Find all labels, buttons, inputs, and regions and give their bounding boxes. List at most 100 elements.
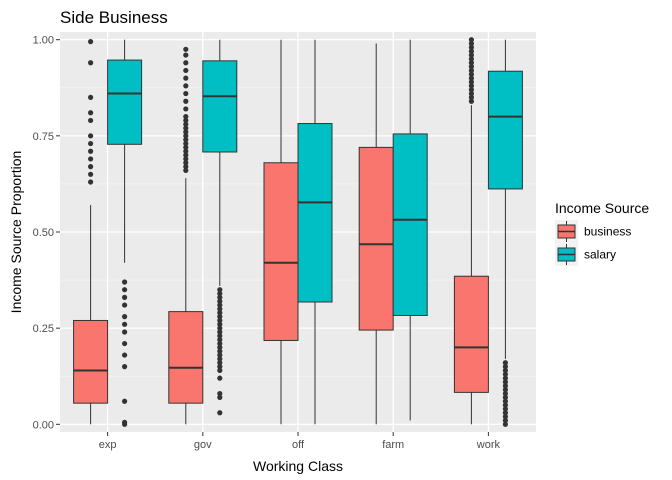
box-series [73, 37, 523, 427]
outlier-point [217, 321, 223, 327]
box-salary-gov [202, 39, 238, 416]
outlier-point [217, 294, 223, 300]
outlier-point [502, 367, 508, 374]
outlier-point [88, 179, 94, 185]
y-tick-label: 0.75 [33, 131, 54, 143]
outlier-point [468, 64, 474, 70]
y-tick-label: 0.50 [33, 227, 54, 239]
x-tick-label: exp [99, 439, 117, 451]
outlier-point [502, 402, 508, 408]
outlier-point [217, 317, 223, 324]
outlier-point [502, 421, 508, 427]
y-axis-title: Income Source Proportion [8, 151, 24, 314]
legend: Income Source business salary [555, 200, 649, 266]
outlier-point [183, 46, 189, 52]
outlier-point [122, 294, 128, 300]
outlier-point [88, 140, 94, 147]
outlier-point [217, 325, 223, 331]
outlier-point [217, 314, 223, 320]
x-tick-label: gov [194, 439, 212, 451]
outlier-point [122, 314, 128, 320]
box-body [73, 319, 109, 404]
outlier-point [183, 140, 189, 147]
outlier-point [88, 156, 94, 162]
outlier-point [468, 60, 474, 66]
box-body [297, 123, 333, 303]
box-salary-exp [107, 39, 143, 427]
y-axis: 0.00 0.25 0.50 0.75 1.00 [33, 35, 60, 431]
outlier-point [183, 152, 189, 158]
outlier-point [217, 360, 223, 366]
legend-item-salary: salary [555, 243, 616, 266]
y-tick-label: 1.00 [33, 35, 54, 47]
box-body [263, 162, 299, 341]
outlier-point [183, 160, 189, 166]
outlier-point [217, 287, 223, 293]
outlier-point [183, 98, 189, 104]
legend-item-business: business [555, 220, 631, 243]
outlier-point [468, 37, 474, 43]
box-business-off [263, 39, 299, 425]
outlier-point [468, 79, 474, 85]
outlier-point [217, 329, 223, 335]
outlier-point [88, 117, 94, 124]
box-business-exp [73, 39, 109, 425]
outlier-point [217, 298, 223, 304]
legend-label: business [584, 225, 631, 239]
outlier-point [88, 148, 94, 154]
outlier-point [122, 340, 128, 347]
box-body [202, 60, 238, 153]
outlier-point [502, 383, 508, 389]
outlier-point [88, 39, 94, 45]
outlier-point [183, 164, 189, 170]
outlier-point [502, 417, 508, 424]
outlier-point [217, 302, 223, 308]
outlier-point [122, 321, 128, 327]
outlier-point [183, 83, 189, 89]
outlier-point [502, 390, 508, 397]
x-tick-label: work [476, 439, 501, 451]
x-tick-label: farm [382, 439, 404, 451]
outlier-point [183, 114, 189, 120]
outlier-point [183, 144, 189, 150]
outlier-point [183, 67, 189, 74]
outlier-point [502, 398, 508, 404]
outlier-point [217, 367, 223, 374]
outlier-point [217, 352, 223, 358]
outlier-point [122, 352, 128, 358]
outlier-point [217, 410, 223, 416]
chart-title: Side Business [60, 8, 168, 27]
outlier-point [217, 390, 223, 397]
outlier-point [468, 83, 474, 89]
outlier-point [502, 394, 508, 400]
outlier-point [183, 117, 189, 124]
outlier-point [502, 387, 508, 393]
x-tick-label: off [292, 439, 305, 451]
outlier-point [183, 129, 189, 135]
outlier-point [217, 310, 223, 316]
outlier-point [502, 379, 508, 385]
outlier-point [468, 56, 474, 62]
outlier-point [122, 398, 128, 404]
outlier-point [183, 125, 189, 131]
outlier-point [88, 110, 94, 116]
outlier-point [183, 106, 189, 112]
outlier-point [502, 410, 508, 416]
outlier-point [217, 375, 223, 381]
outlier-point [217, 344, 223, 350]
outlier-point [88, 94, 94, 100]
x-axis: exp gov off farm work [99, 432, 501, 451]
box-body [453, 275, 489, 393]
outlier-point [183, 137, 189, 143]
box-business-work [453, 37, 489, 425]
outlier-point [183, 121, 189, 127]
outlier-point [183, 148, 189, 154]
outlier-point [183, 52, 189, 58]
outlier-point [183, 167, 189, 174]
legend-label: salary [584, 248, 616, 262]
box-body [358, 146, 394, 331]
outlier-point [88, 133, 94, 139]
outlier-point [217, 333, 223, 339]
y-tick-label: 0.00 [33, 419, 54, 431]
